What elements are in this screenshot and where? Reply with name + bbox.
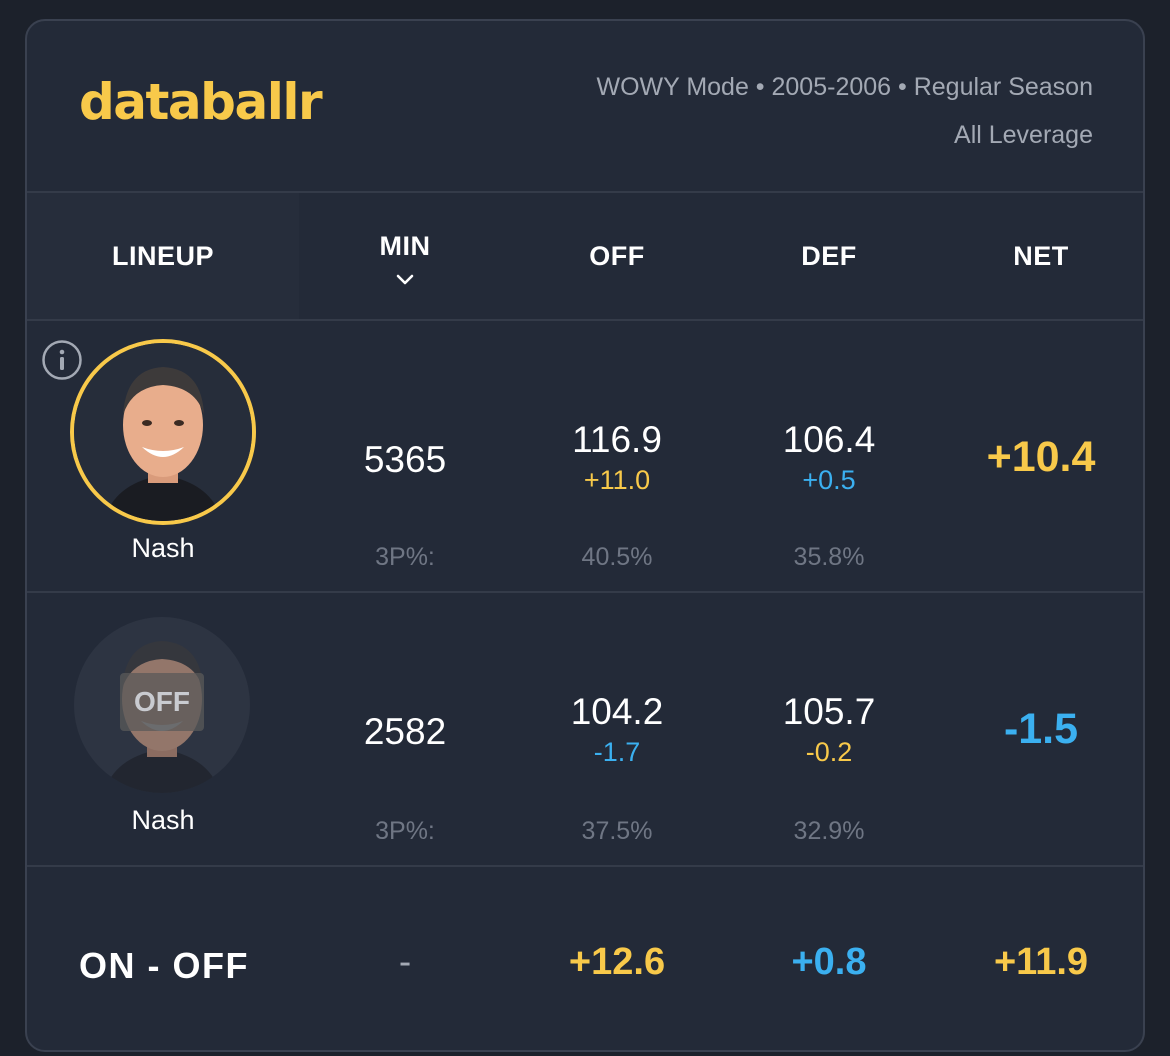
off-cell: 116.9 +11.0 xyxy=(511,419,723,496)
divider xyxy=(27,191,1143,193)
column-header-min[interactable]: MIN xyxy=(299,193,511,319)
table-row[interactable]: OFF Nash 2582 3P%: 104.2 -1.7 37.5% 105.… xyxy=(27,593,1143,865)
summary-off: +12.6 xyxy=(568,941,666,983)
column-header-off[interactable]: OFF xyxy=(589,240,645,271)
def-cell: 106.4 +0.5 xyxy=(723,419,935,496)
off-3p-value: 37.5% xyxy=(581,817,653,845)
table-row[interactable]: Nash 5365 3P%: 116.9 +11.0 40.5% 106.4 +… xyxy=(27,321,1143,591)
player-name: Nash xyxy=(131,805,195,835)
avatar[interactable] xyxy=(70,339,256,525)
divider xyxy=(27,591,1143,593)
divider xyxy=(27,319,1143,321)
def-3p-value: 32.9% xyxy=(793,817,865,845)
off-3p-value: 40.5% xyxy=(581,543,653,571)
card-header: databallr WOWY Mode • 2005-2006 • Regula… xyxy=(27,21,1143,191)
def-cell: 105.7 -0.2 xyxy=(723,691,935,768)
off-cell: 104.2 -1.7 xyxy=(511,691,723,768)
3p-label: 3P%: xyxy=(375,543,435,571)
off-badge: OFF xyxy=(120,673,204,731)
leverage-line: All Leverage xyxy=(954,121,1093,149)
summary-net: +11.9 xyxy=(993,941,1089,983)
player-headshot-icon xyxy=(74,343,252,521)
net-cell: +10.4 xyxy=(986,433,1096,481)
column-header-def[interactable]: DEF xyxy=(801,240,857,271)
mode-season-line: WOWY Mode • 2005-2006 • Regular Season xyxy=(596,73,1093,101)
summary-row: ON - OFF - +12.6 +0.8 +11.9 xyxy=(27,867,1143,1050)
net-cell: -1.5 xyxy=(1003,705,1079,753)
off-diff: +11.0 xyxy=(583,465,651,495)
def-diff: -0.2 xyxy=(805,737,853,767)
divider xyxy=(27,865,1143,867)
summary-label: ON - OFF xyxy=(79,945,249,986)
summary-def: +0.8 xyxy=(791,941,867,983)
min-cell: 5365 xyxy=(363,439,447,480)
def-3p-value: 35.8% xyxy=(793,543,865,571)
info-icon[interactable] xyxy=(41,339,83,381)
player-name: Nash xyxy=(131,533,195,563)
summary-min: - xyxy=(398,941,412,982)
min-cell: 2582 xyxy=(363,711,447,752)
column-header-net[interactable]: NET xyxy=(1013,240,1069,271)
column-header-lineup: LINEUP xyxy=(27,193,299,319)
chevron-down-icon[interactable] xyxy=(395,270,415,290)
def-diff: +0.5 xyxy=(802,465,856,495)
filter-summary: WOWY Mode • 2005-2006 • Regular Season A… xyxy=(597,63,1093,159)
3p-label: 3P%: xyxy=(375,817,435,845)
avatar[interactable]: OFF xyxy=(74,617,250,793)
wowy-card: databallr WOWY Mode • 2005-2006 • Regula… xyxy=(25,19,1145,1052)
off-diff: -1.7 xyxy=(593,737,641,767)
databallr-logo[interactable]: databallr xyxy=(79,73,323,131)
